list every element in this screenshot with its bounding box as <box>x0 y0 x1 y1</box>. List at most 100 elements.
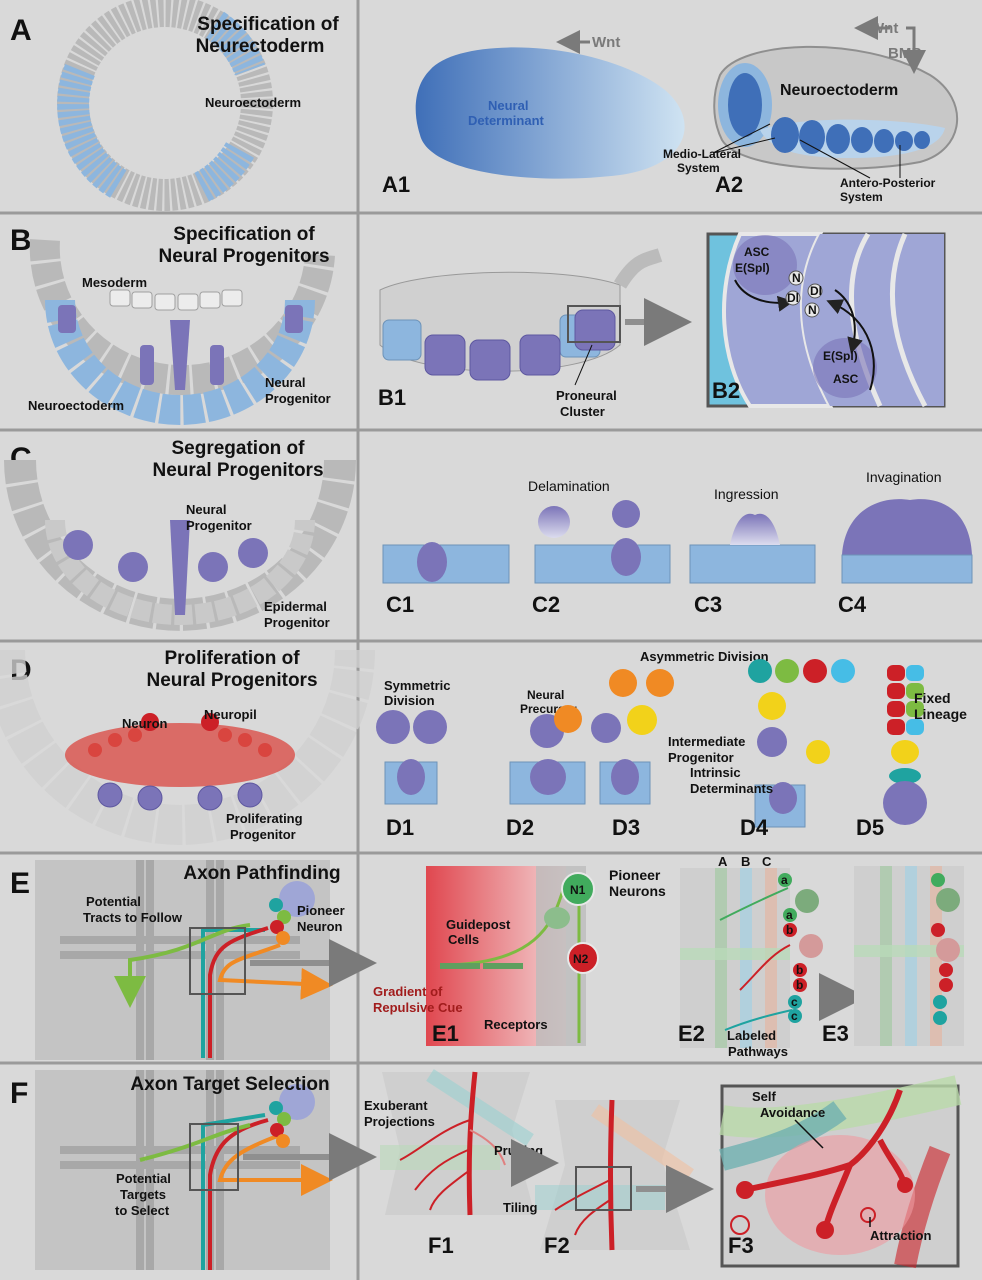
row-label-b: B <box>10 224 32 257</box>
label-potential-tracts-1: Potential <box>86 894 141 909</box>
embryo-c <box>4 459 356 631</box>
label-ml-system: System <box>677 161 720 175</box>
label-neural-c: Neural <box>186 502 226 517</box>
tag-e2-2: a <box>786 908 793 922</box>
panel-label-e2: E2 <box>678 1021 705 1046</box>
label-medio-lateral: Medio-Lateral <box>663 147 741 161</box>
label-progenitor-b: Progenitor <box>265 391 331 406</box>
title-c-2: Neural Progenitors <box>152 460 323 481</box>
panel-label-b1: B1 <box>378 385 406 410</box>
label-ingression: Ingression <box>714 486 779 502</box>
title-d-2: Neural Progenitors <box>146 670 317 691</box>
label-potential-tracts-2: Tracts to Follow <box>83 910 183 925</box>
panel-label-d3: D3 <box>612 815 640 840</box>
label-lineage: Lineage <box>914 706 967 722</box>
panel-d5: Fixed Lineage D5 <box>856 665 967 840</box>
label-cluster: Cluster <box>560 404 605 419</box>
panel-label-d2: D2 <box>506 815 534 840</box>
label-determinant: Determinant <box>468 113 545 128</box>
label-neuron-d: Neuron <box>122 716 168 731</box>
title-a-1: Specification of <box>197 14 339 35</box>
label-pioneer-neurons-e1: Neurons <box>609 883 666 899</box>
title-f: Axon Target Selection <box>130 1074 329 1095</box>
tag-e2-1: a <box>781 873 788 887</box>
title-c-1: Segregation of <box>171 438 305 459</box>
tag-e2-4: b <box>796 963 803 977</box>
label-tiling: Tiling <box>503 1200 537 1215</box>
row-a: A Specification of Neurectoderm Neuroect… <box>10 0 958 211</box>
tag-e2-5: b <box>796 978 803 992</box>
label-proneural: Proneural <box>556 388 617 403</box>
label-pioneer-e1: Pioneer <box>609 867 661 883</box>
panel-a1: Neural Determinant Wnt A1 <box>382 30 685 197</box>
tag-e2-3: b <box>786 923 793 937</box>
title-b-2: Neural Progenitors <box>158 246 329 267</box>
row-d: D Proliferation of Neural Progenitors Ne… <box>0 648 967 845</box>
title-a-2: Neurectoderm <box>196 36 325 57</box>
panel-label-d1: D1 <box>386 815 414 840</box>
panel-c1: C1 <box>382 542 510 617</box>
label-projections: Projections <box>364 1114 435 1129</box>
embryo-d <box>0 649 375 845</box>
panel-label-f1: F1 <box>428 1233 454 1258</box>
panel-label-b2: B2 <box>712 378 740 403</box>
label-guidepost-cells: Cells <box>448 932 479 947</box>
col-a: A <box>718 854 728 869</box>
label-n1: N1 <box>570 883 586 897</box>
panel-label-f2: F2 <box>544 1233 570 1258</box>
label-espl-bottom: E(Spl) <box>823 349 858 363</box>
label-ap-system: System <box>840 190 883 204</box>
label-mesoderm: Mesoderm <box>82 275 147 290</box>
panel-label-a1: A1 <box>382 172 410 197</box>
row-label-f: F <box>10 1077 28 1110</box>
label-wnt-a1: Wnt <box>592 34 620 51</box>
label-neuroectoderm-b: Neuroectoderm <box>28 398 124 413</box>
label-n-2: N <box>808 303 817 317</box>
panel-c2: Delamination C2 <box>528 478 671 617</box>
label-neuropil: Neuropil <box>204 707 257 722</box>
panel-b1: Proneural Cluster B1 <box>378 248 692 419</box>
label-neural-b: Neural <box>265 375 305 390</box>
label-antero-posterior: Antero-Posterior <box>840 176 936 190</box>
label-symmetric-division: Division <box>384 693 435 708</box>
label-proliferating: Proliferating <box>226 811 303 826</box>
label-symmetric: Symmetric <box>384 678 450 693</box>
label-receptors: Receptors <box>484 1017 548 1032</box>
title-d-1: Proliferation of <box>164 648 300 669</box>
col-b: B <box>741 854 750 869</box>
row-f: F Axon Target Selection Potential Target… <box>10 1069 962 1270</box>
row-c: C Segregation of Neural Progenitors Neur… <box>4 438 973 631</box>
title-b-1: Specification of <box>173 224 315 245</box>
panel-d3: Asymmetric Division Intermediate Progeni… <box>591 649 769 840</box>
label-gradient-of: Gradient of <box>373 984 443 999</box>
panel-label-e3: E3 <box>822 1021 849 1046</box>
label-fixed: Fixed <box>914 690 951 706</box>
label-asc-top: ASC <box>744 245 770 259</box>
ventral-nerve-cord-f <box>35 1070 377 1270</box>
panel-label-d5: D5 <box>856 815 884 840</box>
ventral-nerve-cord-e <box>35 860 377 1060</box>
label-repulsive-cue: Repulsive Cue <box>373 1000 463 1015</box>
label-intermediate-progenitor: Progenitor <box>668 750 734 765</box>
label-intermediate: Intermediate <box>668 734 745 749</box>
tag-e2-7: c <box>791 1009 798 1023</box>
label-intrinsic: Intrinsic <box>690 765 741 780</box>
label-attraction: Attraction <box>870 1228 931 1243</box>
label-dl-2: Dl <box>810 284 822 298</box>
label-potential-f: Potential <box>116 1171 171 1186</box>
panel-d2: Neural Precursor D2 <box>506 688 586 840</box>
label-labeled: Labeled <box>727 1028 776 1043</box>
label-neural: Neural <box>488 98 528 113</box>
label-dl-1: Dl <box>787 291 799 305</box>
row-e: E Axon Pathfinding Potential Tracts to F… <box>10 854 964 1060</box>
embryo-b <box>29 239 335 425</box>
panel-f2: Tiling F2 <box>503 1099 714 1258</box>
title-e: Axon Pathfinding <box>183 863 340 884</box>
label-asymmetric: Asymmetric Division <box>640 649 769 664</box>
label-n2: N2 <box>573 952 589 966</box>
panel-c3: Ingression C3 <box>689 486 816 617</box>
panel-e2: a a b b b c c A B C Labeled Pathways E2 <box>678 854 867 1059</box>
panel-e1: N1 N2 Pioneer Neurons Guidepost Cells Gr… <box>373 866 666 1046</box>
panel-label-f3: F3 <box>728 1233 754 1258</box>
row-b: B Specification of Neural Progenitors Me… <box>10 224 946 425</box>
